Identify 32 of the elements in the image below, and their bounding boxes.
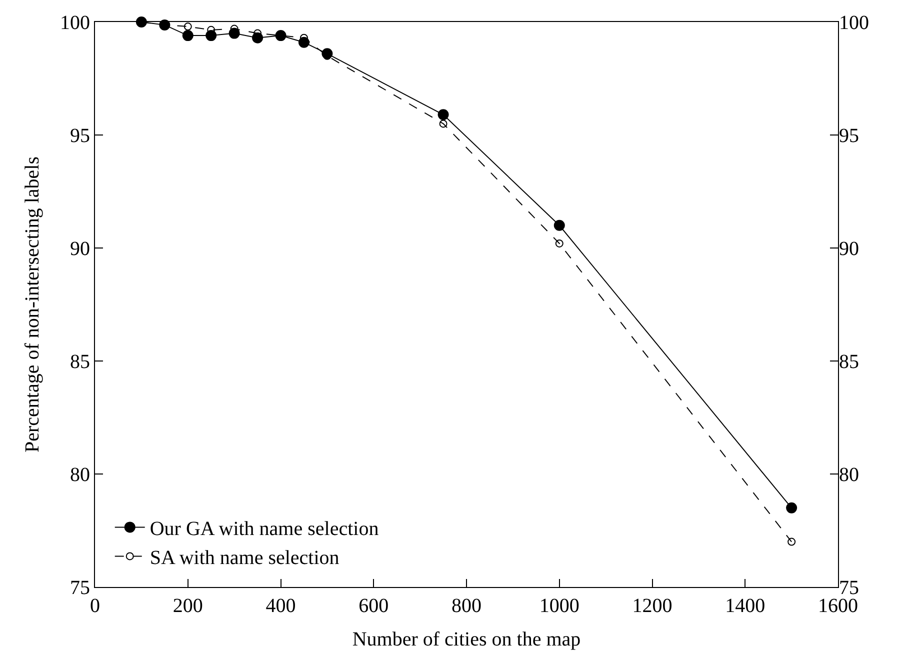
y-tick-label: 95 (70, 125, 90, 147)
y2-tick-label: 90 (839, 238, 859, 260)
x-axis-title: Number of cities on the map (352, 628, 581, 650)
x-tick-label: 400 (266, 595, 296, 617)
point (555, 239, 564, 248)
y2-tick-label: 95 (839, 125, 859, 147)
legend-label: SA with name selection (150, 547, 340, 569)
x-tick-label: 200 (172, 595, 203, 617)
x-tick-label: 1200 (632, 595, 672, 617)
point (206, 30, 217, 42)
y2-tick-label: 100 (839, 12, 869, 34)
point (182, 30, 194, 42)
x-tick-label: 1400 (725, 595, 766, 617)
y-tick-label: 100 (60, 12, 90, 34)
y2-tick-label: 80 (839, 464, 859, 486)
legend-label: Our GA with name selection (150, 518, 379, 540)
y-tick-label: 75 (70, 577, 90, 599)
point (554, 220, 565, 231)
x-tick-label: 800 (452, 595, 482, 617)
point (184, 22, 192, 31)
y-axis-title: Percentage of non-intersecting labels (22, 156, 44, 452)
point (786, 502, 798, 514)
y2-tick-label: 85 (839, 351, 859, 373)
x-tick-label: 0 (90, 595, 100, 617)
y-tick-label: 85 (70, 351, 90, 373)
point (439, 120, 448, 128)
y-tick-label: 80 (70, 464, 90, 486)
x-tick-label: 1000 (539, 595, 580, 617)
x-tick-label: 600 (358, 595, 389, 617)
point (438, 109, 449, 120)
y-tick-label: 90 (70, 238, 90, 260)
point (788, 538, 796, 546)
